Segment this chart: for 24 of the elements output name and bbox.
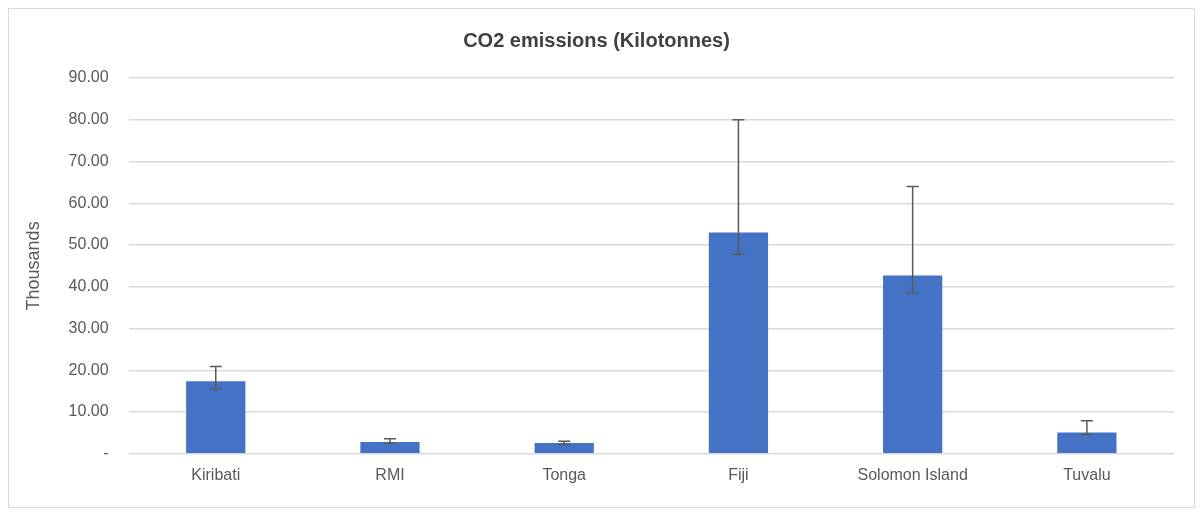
y-tick-label: - — [103, 444, 109, 462]
y-tick-label: 40.00 — [68, 277, 109, 295]
y-axis-title: Thousands — [22, 221, 43, 311]
bar — [883, 275, 943, 454]
bar — [708, 232, 769, 454]
y-tick-label: 80.00 — [68, 110, 109, 128]
y-tick-label: 90.00 — [68, 68, 109, 86]
bar — [534, 442, 594, 454]
y-tick-label: 70.00 — [68, 151, 109, 169]
y-tick-label: 60.00 — [68, 193, 109, 211]
x-tick-label: Tuvalu — [1063, 465, 1111, 483]
bar — [1057, 432, 1117, 454]
chart-title: CO2 emissions (Kilotonnes) — [463, 28, 730, 51]
y-tick-label: 20.00 — [68, 360, 109, 378]
y-tick-label: 50.00 — [68, 235, 109, 253]
y-tick-label: 10.00 — [68, 402, 109, 420]
bar — [186, 381, 246, 454]
x-tick-label: RMI — [375, 465, 405, 483]
x-tick-label: Kiribati — [191, 465, 241, 483]
x-tick-label: Tonga — [542, 465, 587, 483]
x-tick-label: Solomon Island — [857, 465, 968, 483]
x-tick-label: Fiji — [728, 465, 749, 483]
y-tick-label: 30.00 — [68, 318, 109, 336]
bar — [360, 442, 420, 454]
